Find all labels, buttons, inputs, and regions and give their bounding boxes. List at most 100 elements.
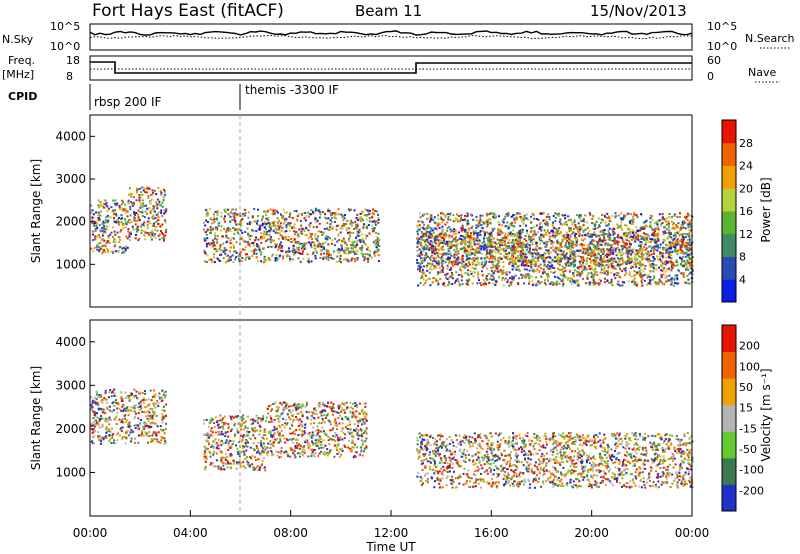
power-cell — [308, 223, 311, 226]
power-cell — [649, 260, 652, 262]
power-cell — [687, 249, 690, 252]
power-cell — [683, 252, 686, 255]
power-cell — [481, 241, 484, 244]
power-cell — [589, 233, 592, 236]
power-cell — [499, 244, 502, 246]
power-cell — [368, 253, 371, 256]
power-cell — [276, 259, 279, 262]
power-cell — [314, 218, 317, 221]
power-cell — [595, 258, 598, 261]
power-cell — [629, 235, 632, 238]
power-cell — [592, 252, 595, 255]
power-cell — [447, 213, 450, 215]
power-cell — [423, 259, 426, 262]
power-cell — [453, 253, 456, 256]
power-cell — [628, 220, 631, 223]
power-cell — [289, 213, 291, 216]
power-cell — [524, 275, 526, 278]
power-cell — [213, 253, 215, 256]
power-cell — [613, 242, 616, 245]
power-cell — [676, 274, 679, 277]
power-cell — [368, 220, 371, 223]
power-cell — [512, 263, 514, 266]
power-cell — [514, 240, 517, 243]
power-cell — [435, 262, 438, 265]
power-cell — [338, 213, 340, 216]
power-cell — [576, 237, 579, 240]
power-cell — [356, 223, 359, 226]
power-cell — [461, 283, 464, 286]
power-feature-4 — [416, 211, 694, 268]
power-cell — [512, 276, 515, 279]
power-cell — [422, 232, 425, 235]
power-cell — [206, 254, 209, 257]
power-cell — [500, 242, 503, 245]
power-cell — [648, 254, 651, 257]
power-cell — [582, 224, 585, 227]
power-cell — [220, 215, 223, 218]
power-cell — [257, 238, 260, 241]
nave-label: Nave — [748, 66, 776, 79]
power-cell — [665, 275, 668, 278]
power-cell — [519, 252, 522, 255]
power-cell — [568, 230, 571, 232]
power-cell — [485, 219, 488, 222]
power-cell — [593, 254, 596, 257]
power-cell — [229, 239, 232, 242]
power-cell — [611, 267, 614, 270]
power-cell — [165, 209, 168, 212]
power-cell — [581, 255, 584, 258]
velocity-cell — [147, 435, 150, 438]
power-cell — [628, 259, 631, 262]
power-cell — [152, 210, 155, 213]
power-cell — [621, 218, 624, 221]
power-cell — [261, 219, 263, 222]
power-cell — [535, 246, 538, 249]
power-cell — [126, 246, 129, 249]
power-cell — [452, 264, 454, 267]
power-cell — [293, 248, 296, 251]
power-cell — [293, 227, 296, 229]
power-cell — [531, 212, 534, 215]
power-cell — [263, 258, 266, 261]
power-cell — [298, 246, 301, 249]
power-cell — [218, 247, 221, 250]
power-cell — [443, 238, 446, 241]
power-cell — [301, 248, 304, 251]
power-cell — [326, 238, 329, 241]
power-cell — [224, 261, 227, 264]
power-cell — [137, 210, 140, 213]
power-cell — [271, 212, 274, 215]
velocity-cell — [112, 401, 115, 404]
power-cell — [573, 279, 576, 282]
power-cell — [564, 217, 567, 220]
power-cell — [582, 262, 585, 265]
power-cell — [144, 188, 147, 190]
power-cell — [450, 243, 453, 246]
power-cell — [624, 274, 627, 277]
power-cell — [152, 205, 155, 208]
power-cell — [671, 250, 674, 253]
power-cell — [160, 203, 163, 206]
power-cell — [475, 226, 478, 229]
power-cell — [308, 215, 310, 218]
power-cell — [448, 269, 451, 271]
power-cell — [650, 253, 653, 256]
power-cell — [561, 265, 564, 268]
power-cell — [94, 238, 97, 241]
power-cell — [586, 268, 589, 270]
power-cell — [592, 260, 595, 263]
power-cell — [667, 268, 670, 271]
power-cell — [640, 237, 643, 240]
power-cell — [450, 235, 453, 238]
power-cell — [668, 227, 670, 229]
power-cell — [675, 250, 677, 253]
power-cell — [609, 234, 612, 237]
power-cell — [547, 279, 550, 282]
power-cell — [592, 216, 595, 219]
power-cell — [321, 211, 324, 213]
power-cell — [628, 237, 631, 240]
power-cell — [521, 275, 524, 278]
power-cell — [223, 247, 226, 249]
power-cell — [420, 257, 423, 260]
